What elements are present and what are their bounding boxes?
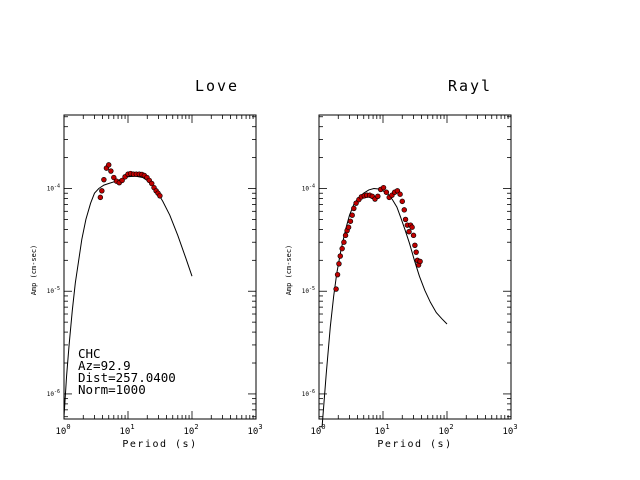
rayl-data-point bbox=[333, 286, 339, 292]
y-tick-label: 10-5 bbox=[302, 286, 315, 295]
rayl-data-point bbox=[341, 239, 347, 245]
x-tick-label: 102 bbox=[438, 423, 453, 437]
station-distance: Dist=257.0400 bbox=[78, 370, 176, 385]
station-annotation: CHC Az=92.9 Dist=257.0400 Norm=1000 bbox=[78, 346, 176, 397]
rayl-axis-ticks bbox=[318, 115, 512, 419]
rayl-data-point bbox=[397, 191, 403, 197]
rayl-data-point bbox=[402, 216, 409, 223]
rayl-data-point bbox=[409, 224, 415, 230]
love-data-point bbox=[119, 177, 125, 184]
station-azimuth: Az=92.9 bbox=[78, 358, 131, 373]
love-plot-frame bbox=[63, 114, 257, 420]
x-tick-label: 103 bbox=[247, 423, 262, 437]
love-data-point bbox=[157, 193, 163, 199]
x-tick-label: 100 bbox=[310, 423, 325, 437]
x-tick-label: 101 bbox=[374, 423, 389, 437]
rayl-model-curve bbox=[319, 187, 448, 428]
rayl-data-point bbox=[413, 249, 419, 255]
y-tick-label: 10-5 bbox=[47, 286, 60, 295]
y-tick-label: 10-6 bbox=[302, 389, 315, 398]
rayl-data-point bbox=[334, 271, 341, 278]
normalization: Norm=1000 bbox=[78, 382, 146, 397]
rayl-data-point bbox=[375, 193, 381, 200]
rayl-data-point bbox=[380, 184, 387, 191]
rayl-data-point bbox=[351, 205, 357, 212]
love-y-axis-label: Amp (cm-sec) bbox=[30, 245, 38, 296]
rayl-data-point bbox=[383, 189, 390, 195]
rayl-data-point bbox=[339, 245, 345, 252]
x-tick-label: 103 bbox=[502, 423, 517, 437]
love-tick-labels: 100 101 102 103 10-6 10-5 10-4 bbox=[47, 184, 263, 437]
rayl-data-point bbox=[399, 198, 405, 205]
rayl-data-point bbox=[336, 261, 342, 267]
rayl-data-point bbox=[345, 224, 352, 230]
love-data-points bbox=[97, 162, 163, 201]
rayl-panel: Rayl 100 101 102 103 10-6 10-5 10-4 Period (s)… bbox=[285, 77, 518, 450]
love-data-point bbox=[111, 174, 117, 181]
love-data-point bbox=[106, 162, 112, 168]
y-tick-label: 10-6 bbox=[47, 389, 60, 398]
rayl-data-point bbox=[417, 258, 423, 265]
love-data-point bbox=[108, 168, 114, 174]
y-tick-label: 10-4 bbox=[302, 184, 315, 193]
x-tick-label: 102 bbox=[183, 423, 198, 437]
love-data-point bbox=[149, 180, 155, 187]
rayl-data-point bbox=[349, 212, 355, 218]
station-code: CHC bbox=[78, 346, 101, 361]
love-panel: Love 100 101 102 103 10-6 10-5 10-4 Period (s)… bbox=[30, 77, 263, 450]
rayl-data-point bbox=[353, 200, 359, 206]
rayl-tick-labels: 100 101 102 103 10-6 10-5 10-4 bbox=[302, 184, 518, 437]
love-axis-ticks bbox=[63, 115, 257, 419]
rayl-plot-frame bbox=[318, 114, 512, 420]
rayl-data-point bbox=[401, 207, 407, 213]
love-x-axis-label: Period (s) bbox=[122, 439, 197, 450]
love-data-point bbox=[97, 194, 104, 201]
rayl-data-point bbox=[406, 228, 412, 235]
rayl-data-point bbox=[410, 232, 417, 239]
love-model-curve bbox=[63, 175, 193, 417]
y-tick-label: 10-4 bbox=[47, 184, 60, 193]
rayl-data-points bbox=[333, 184, 423, 292]
rayl-data-point bbox=[347, 218, 354, 224]
rayl-y-axis-label: Amp (cm-sec) bbox=[285, 245, 293, 296]
rayl-data-point bbox=[337, 253, 343, 259]
rayl-data-point bbox=[342, 232, 349, 239]
love-panel-title: Love bbox=[195, 77, 239, 95]
rayl-x-axis-label: Period (s) bbox=[377, 439, 452, 450]
x-tick-label: 101 bbox=[119, 423, 134, 437]
love-data-point bbox=[101, 176, 107, 183]
love-data-point bbox=[99, 188, 105, 194]
rayl-panel-title: Rayl bbox=[448, 77, 492, 95]
rayl-data-point bbox=[412, 242, 418, 249]
x-tick-label: 100 bbox=[55, 423, 70, 437]
